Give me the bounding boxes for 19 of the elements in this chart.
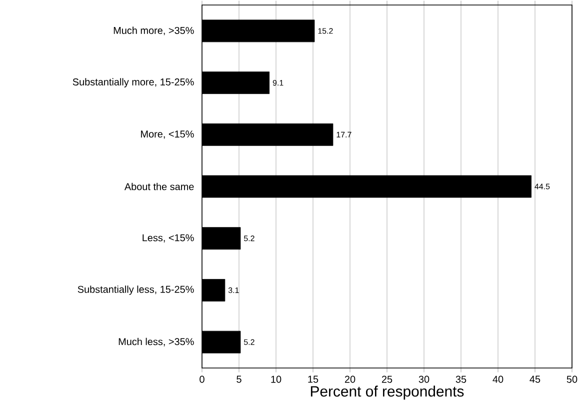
y-tick-label: Less, <15% <box>142 234 194 242</box>
x-tick-label: 5 <box>236 376 242 383</box>
x-tick-label: 10 <box>271 376 282 383</box>
x-tick-label: 0 <box>200 376 204 383</box>
x-tick-label: 45 <box>530 376 540 383</box>
x-tick-label: 20 <box>344 376 356 383</box>
x-tick-label: 40 <box>492 376 504 383</box>
y-tick-label: About the same <box>124 182 194 190</box>
y-tick-label: Substantially more, 15-25% <box>72 78 194 88</box>
x-axis-title: Percent of respondents <box>310 386 464 400</box>
x-tick-label: 25 <box>382 376 392 383</box>
y-tick-label: Much more, >35% <box>114 26 194 36</box>
x-tick-label: 50 <box>566 376 578 383</box>
x-tick-label: 15 <box>308 376 318 383</box>
x-tick-label: 35 <box>456 376 466 383</box>
y-tick-label: Much less, >35% <box>118 338 194 346</box>
y-tick-label: More, <15% <box>141 130 194 139</box>
y-tick-label: Substantially less, 15-25% <box>78 286 194 295</box>
x-tick-label: 30 <box>418 376 430 383</box>
